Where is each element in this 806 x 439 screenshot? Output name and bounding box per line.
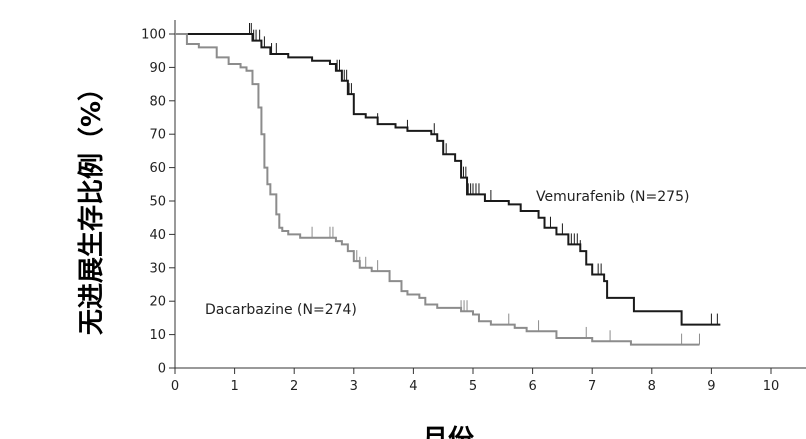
y-tick-label: 10 — [149, 328, 166, 343]
y-tick-label: 40 — [149, 228, 166, 243]
y-tick-label: 50 — [149, 195, 166, 210]
series-line-vemurafenib — [175, 33, 721, 326]
x-tick-label: 6 — [528, 379, 536, 394]
x-tick-label: 10 — [763, 379, 780, 394]
series-label-dacarbazine: Dacarbazine (N=274) — [205, 302, 357, 318]
y-tick-label: 30 — [149, 261, 166, 276]
y-tick-label: 60 — [149, 161, 166, 176]
x-tick-label: 0 — [171, 379, 179, 394]
series-line-dacarbazine — [175, 33, 700, 346]
x-tick-label: 5 — [469, 379, 477, 394]
series-layer — [175, 23, 721, 346]
y-tick-label: 0 — [158, 362, 166, 377]
x-tick-label: 2 — [290, 379, 298, 394]
y-tick-label: 90 — [149, 61, 166, 76]
y-tick-label: 70 — [149, 128, 166, 143]
x-axis-label: 月份 — [421, 425, 474, 439]
y-tick-label: 100 — [141, 28, 166, 43]
x-tick-label: 3 — [350, 379, 358, 394]
x-tick-label: 9 — [707, 379, 715, 394]
axes: 0 10 20 30 40 50 60 70 80 90 100 0 1 2 3 4 5 6 7 8 9 10 — [141, 20, 806, 394]
x-tick-label: 1 — [230, 379, 238, 394]
series-label-vemurafenib: Vemurafenib (N=275) — [536, 189, 689, 205]
y-tick-label: 80 — [149, 94, 166, 109]
y-axis-label: 无进展生存比例（%） — [77, 75, 107, 335]
x-tick-label: 7 — [588, 379, 596, 394]
x-tick-label: 8 — [648, 379, 656, 394]
x-tick-label: 4 — [409, 379, 417, 394]
y-tick-label: 20 — [149, 295, 166, 310]
